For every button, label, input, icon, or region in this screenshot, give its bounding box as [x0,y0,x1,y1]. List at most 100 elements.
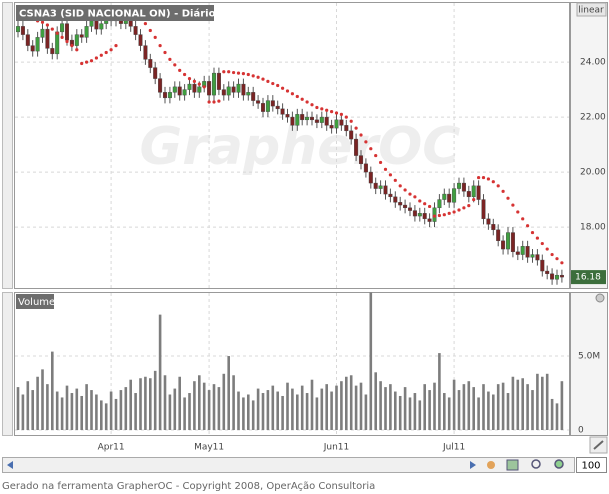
candle-body [158,78,163,93]
volume-bar [443,393,446,430]
volume-bar [149,378,152,430]
volume-bar [266,390,270,430]
candle-body [417,213,422,217]
candle-body [30,45,35,52]
volume-bar [310,379,314,430]
sar-dot [266,79,270,83]
sar-dot [80,61,84,66]
sar-dot [550,252,554,257]
volume-bar [403,387,407,430]
volume-bar [305,393,309,430]
volume-bar [394,391,397,430]
candle-body [89,20,94,27]
candle-body [319,116,324,123]
volume-bar [281,395,284,430]
candle-body [550,273,555,280]
sar-dot [320,107,324,111]
candle-body [35,37,40,52]
candle-body [359,155,364,165]
candle-body [16,26,21,33]
zoom-input[interactable] [576,457,607,473]
volume-bar [359,382,363,430]
sar-dot [408,192,412,196]
candle-body [246,92,251,96]
volume-bar [207,390,211,430]
candle-body [403,204,408,209]
sar-dot [437,213,441,218]
volume-bar [506,393,510,430]
volume-bar [364,394,368,430]
candle-body [153,67,158,79]
sar-dot [227,70,231,74]
zoom-out-icon[interactable] [531,459,541,469]
sar-dot [506,196,510,200]
last-value-label: 16.18 [575,273,601,283]
sar-dot [168,57,172,61]
scroll-left[interactable] [7,461,13,469]
candle-body [285,114,290,118]
volume-bar [119,390,123,430]
sar-dot [241,72,245,76]
candle-body [457,182,462,189]
volume-bar [256,388,260,430]
candle-body [496,229,501,242]
toolbar-icon[interactable] [487,461,495,469]
sar-dot [339,112,343,116]
y-tick-label: 0 [578,426,584,436]
volume-bar [70,393,74,430]
volume-bar [452,379,456,430]
sar-dot [432,214,437,218]
sar-dot [413,195,417,199]
candle-body [501,240,506,250]
sar-dot [530,230,535,235]
candle-body [515,251,520,255]
candle-body [393,196,398,203]
candle-body [471,185,476,198]
candle-body [545,270,550,275]
volume-bar [31,390,34,430]
volume-bar [60,397,64,430]
sar-dot [222,70,226,74]
candle-body [373,182,378,189]
volume-bar [545,373,549,430]
sar-dot [197,82,201,86]
volume-bar [198,375,201,430]
zoom-value[interactable]: 100 [581,461,600,472]
candle-body [45,28,50,49]
scroll-right[interactable] [470,461,476,469]
scale-button[interactable] [576,2,607,17]
sar-dot [55,31,59,35]
candle-body [138,34,143,46]
volume-bar [300,385,304,430]
panel-close[interactable] [595,293,605,303]
sar-dot [271,81,275,86]
scrollbar[interactable] [2,457,575,473]
volume-bar [168,394,172,430]
last-value-box [571,270,606,285]
sar-dot [281,86,285,90]
y-tick-label: 5.0M [578,352,600,362]
volume-bar [227,356,230,430]
zoom-in-icon[interactable] [554,459,564,469]
volume-bar [124,387,128,430]
sar-dot [472,197,476,202]
toolbar-icon[interactable] [506,459,519,471]
sar-dot [173,63,177,67]
y-tick-label: 20.00 [580,168,606,178]
candle-body [452,188,457,203]
candle-body [133,26,138,35]
side-strip [2,292,13,436]
sar-dot [251,74,255,78]
volume-bar [447,397,451,430]
candle-body [437,199,442,209]
y-tick-label: 24.00 [580,58,606,68]
volume-bar [413,393,417,430]
candle-body [535,254,540,261]
volume-bar [109,391,113,430]
volume-bar [21,394,25,430]
scale-label[interactable]: linear [578,6,604,16]
sar-dot [388,173,392,177]
sar-dot [276,83,280,88]
volume-bar [212,384,216,430]
volume-bar [462,384,466,430]
